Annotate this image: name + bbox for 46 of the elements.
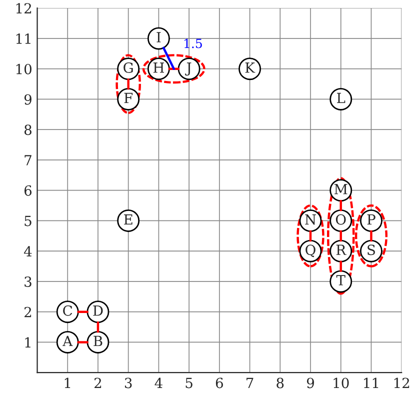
annotation: I xyxy=(156,32,161,42)
annotation: C xyxy=(63,305,72,316)
x-tick-label: 1 xyxy=(64,378,70,388)
annotation: Q xyxy=(306,244,316,258)
x-tick-label: 10 xyxy=(334,378,349,388)
y-tick-label: 6 xyxy=(24,185,32,196)
x-tick-label: 2 xyxy=(94,378,102,388)
annotation: N xyxy=(305,214,316,225)
x-tick-label: 4 xyxy=(154,378,162,388)
annotation: R xyxy=(336,244,346,255)
y-tick-label: 11 xyxy=(16,33,30,44)
x-tick-label: 7 xyxy=(246,378,254,388)
annotation: D xyxy=(93,306,103,316)
y-tick-label: 12 xyxy=(16,3,32,14)
y-tick-label: 5 xyxy=(24,216,32,226)
annotation: B xyxy=(94,336,102,346)
annotation: H xyxy=(153,62,164,73)
y-tick-label: 3 xyxy=(24,276,32,287)
annotation: A xyxy=(62,336,73,346)
annotation: P xyxy=(367,214,376,225)
annotation: T xyxy=(336,275,346,286)
x-tick-label: 11 xyxy=(364,378,378,388)
point xyxy=(147,27,170,50)
y-tick-label: 4 xyxy=(24,246,32,256)
y-tick-label: 7 xyxy=(24,155,32,166)
annotation: L xyxy=(337,92,346,104)
x-tick-label: 6 xyxy=(216,378,223,388)
x-tick-label: 5 xyxy=(186,378,192,388)
annotation: 1.5 xyxy=(184,38,202,48)
annotation: M xyxy=(334,184,348,194)
y-tick-label: 1 xyxy=(25,337,30,348)
annotation: K xyxy=(245,62,256,73)
annotation: J xyxy=(185,62,192,76)
x-tick-label: 8 xyxy=(276,378,284,388)
y-tick-label: 9 xyxy=(24,94,32,105)
annotation: F xyxy=(124,92,133,104)
y-tick-label: 8 xyxy=(24,124,32,136)
annotation: G xyxy=(124,62,133,73)
annotation: O xyxy=(336,214,346,225)
y-tick-label: 10 xyxy=(16,64,32,74)
x-tick-label: 3 xyxy=(124,378,132,388)
x-tick-label: 12 xyxy=(394,378,410,388)
annotation: E xyxy=(124,214,132,225)
x-tick-label: 9 xyxy=(306,378,314,388)
annotation: S xyxy=(368,244,375,256)
y-tick-label: 2 xyxy=(24,306,32,318)
